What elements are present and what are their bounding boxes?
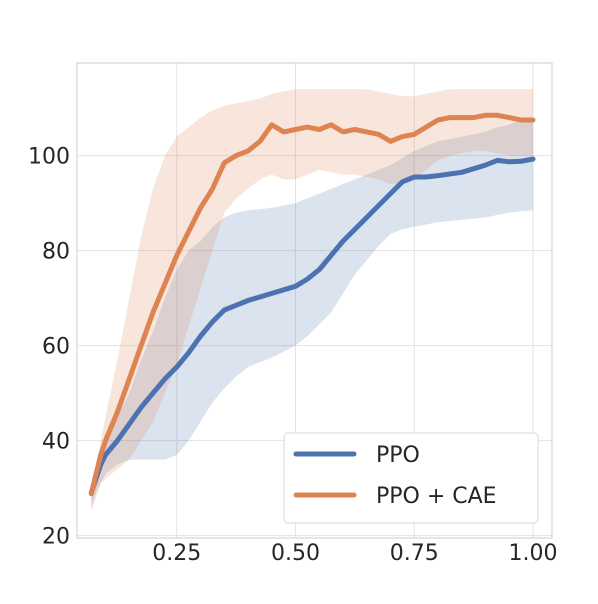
x-tick-label: 0.25 (152, 541, 201, 566)
y-tick-label: 80 (42, 240, 70, 265)
y-tick-label: 100 (28, 145, 70, 170)
y-axis-ticks: 20 40 60 80 100 (28, 145, 70, 550)
plot-frame (76, 62, 553, 539)
band-series-1 (91, 89, 534, 512)
x-tick-label: 0.50 (271, 541, 320, 566)
x-tick-label: 1.00 (509, 541, 558, 566)
x-tick-label: 0.75 (390, 541, 439, 566)
series-lines (88, 112, 536, 497)
confidence-bands (91, 89, 534, 512)
legend-label-ppo-cae: PPO + CAE (376, 484, 497, 509)
y-tick-label: 60 (42, 335, 70, 360)
y-tick-label: 20 (42, 525, 70, 550)
band-series-0 (91, 117, 534, 508)
x-axis-ticks: 0.25 0.50 0.75 1.00 (152, 541, 557, 566)
line-series-0 (88, 156, 536, 496)
y-tick-label: 40 (42, 430, 70, 455)
line-series-1 (88, 112, 536, 497)
legend: PPO PPO + CAE (283, 432, 539, 524)
legend-label-ppo: PPO (376, 443, 420, 468)
